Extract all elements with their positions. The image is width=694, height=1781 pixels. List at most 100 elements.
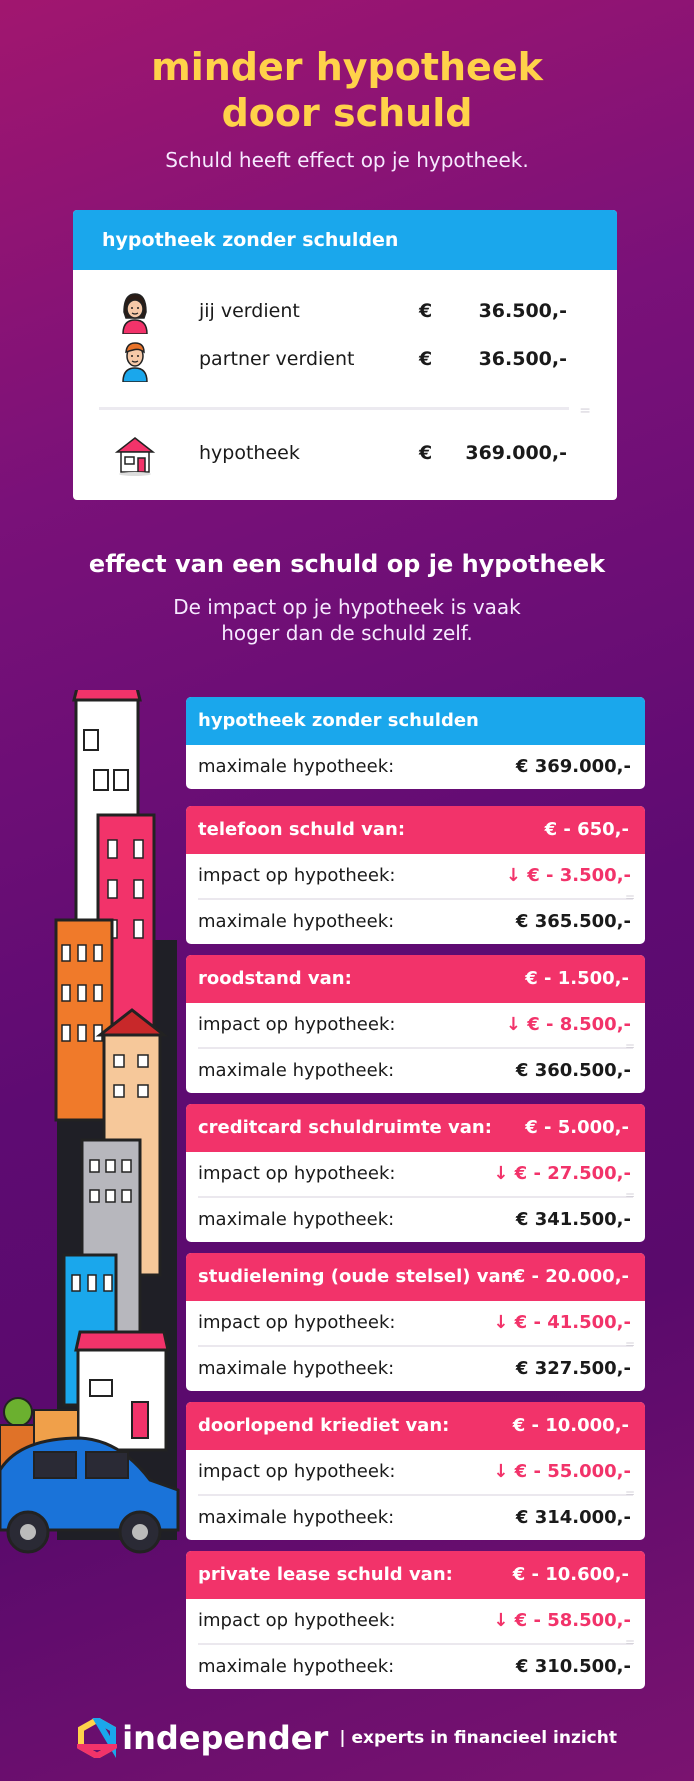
man-icon xyxy=(122,342,148,382)
mortgage-amount: 369.000,- xyxy=(465,442,567,464)
baseline-heading: hypotheek zonder schulden xyxy=(186,697,645,745)
debt-amount: € - 1.500,- xyxy=(525,968,629,989)
impact-label: impact op hypotheek: xyxy=(198,865,396,886)
income-label: jij verdient xyxy=(199,300,300,322)
debt-heading: telefoon schuld van: € - 650,- xyxy=(186,806,645,854)
debt-label: creditcard schuldruimte van: xyxy=(198,1117,492,1138)
impact-row: impact op hypotheek: ↓ € - 8.500,- xyxy=(186,1003,645,1047)
sum-divider: = xyxy=(198,1486,635,1500)
independer-logo-icon xyxy=(77,1718,117,1758)
max-mortgage-label: maximale hypotheek: xyxy=(198,1209,395,1230)
mortgage-label: hypotheek xyxy=(199,442,300,464)
debt-block: private lease schuld van: € - 10.600,- imp… xyxy=(186,1551,645,1689)
sum-divider: = xyxy=(198,1337,635,1351)
max-mortgage-row: maximale hypotheek: € 369.000,- xyxy=(186,745,645,789)
max-mortgage-label: maximale hypotheek: xyxy=(198,911,395,932)
mortgage-row: hypotheek € 369.000,- xyxy=(73,432,617,476)
max-mortgage-value: € 360.500,- xyxy=(515,1060,631,1081)
debt-block: doorlopend kriediet van: € - 10.000,- impa… xyxy=(186,1402,645,1540)
down-arrow-icon: ↓ € xyxy=(505,865,540,886)
impact-label: impact op hypotheek: xyxy=(198,1610,396,1631)
sum-divider: = xyxy=(198,1039,635,1053)
debt-block: roodstand van: € - 1.500,- impact op hypot… xyxy=(186,955,645,1093)
impact-amount: - 58.500,- xyxy=(533,1610,631,1631)
mortgage-without-debt-card: hypotheek zonder schulden jij verdient €… xyxy=(73,210,617,500)
down-arrow-icon: ↓ € xyxy=(493,1461,528,1482)
down-arrow-icon: ↓ € xyxy=(493,1312,528,1333)
max-mortgage-value: € 310.500,- xyxy=(515,1656,631,1677)
sum-divider xyxy=(99,407,569,410)
impact-value: ↓ € - 8.500,- xyxy=(506,1003,631,1047)
impact-amount: - 55.000,- xyxy=(533,1461,631,1482)
sum-divider: = xyxy=(198,890,635,904)
debt-amount: € - 10.000,- xyxy=(512,1415,629,1436)
subheading-line-1: De impact op je hypotheek is vaak xyxy=(173,595,521,619)
debt-label: telefoon schuld van: xyxy=(198,819,406,840)
section-heading: effect van een schuld op je hypotheek xyxy=(88,550,606,578)
sum-divider: = xyxy=(198,1188,635,1202)
debt-block: studielening (oude stelsel) van: € - 20.0… xyxy=(186,1253,645,1391)
debt-heading: creditcard schuldruimte van: € - 5.000,- xyxy=(186,1104,645,1152)
equals-icon: = xyxy=(624,1337,635,1351)
brand-name: independer xyxy=(122,1719,329,1757)
woman-icon xyxy=(122,293,148,334)
debt-label: roodstand van: xyxy=(198,968,352,989)
section-subheading: De impact op je hypotheek is vaak hoger … xyxy=(0,594,694,646)
debt-heading: private lease schuld van: € - 10.600,- xyxy=(186,1551,645,1599)
footer: independer | experts in financieel inzic… xyxy=(0,1718,694,1758)
card-heading: hypotheek zonder schulden xyxy=(73,210,617,270)
city-illustration xyxy=(0,690,180,1554)
impact-amount: - 8.500,- xyxy=(546,1014,631,1035)
equals-icon: = xyxy=(624,1635,635,1649)
impact-value: ↓ € - 55.000,- xyxy=(493,1450,631,1494)
max-mortgage-row: maximale hypotheek: € 365.500,- xyxy=(186,900,645,944)
house-icon xyxy=(114,437,156,476)
impact-value: ↓ € - 27.500,- xyxy=(493,1152,631,1196)
debt-amount: € - 5.000,- xyxy=(525,1117,629,1138)
max-mortgage-label: maximale hypotheek: xyxy=(198,1507,395,1528)
impact-value: ↓ € - 3.500,- xyxy=(506,854,631,898)
impact-row: impact op hypotheek: ↓ € - 41.500,- xyxy=(186,1301,645,1345)
max-mortgage-value: € 314.000,- xyxy=(515,1507,631,1528)
equals-icon: = xyxy=(624,1486,635,1500)
max-mortgage-label: maximale hypotheek: xyxy=(198,1060,395,1081)
max-mortgage-label: maximale hypotheek: xyxy=(198,756,395,777)
debt-heading: doorlopend kriediet van: € - 10.000,- xyxy=(186,1402,645,1450)
sum-divider: = xyxy=(198,1635,635,1649)
impact-label: impact op hypotheek: xyxy=(198,1312,396,1333)
debt-label: doorlopend kriediet van: xyxy=(198,1415,450,1436)
max-mortgage-label: maximale hypotheek: xyxy=(198,1656,395,1677)
income-amount: 36.500,- xyxy=(478,348,567,370)
impact-amount: - 27.500,- xyxy=(533,1163,631,1184)
down-arrow-icon: ↓ € xyxy=(493,1163,528,1184)
impact-label: impact op hypotheek: xyxy=(198,1163,396,1184)
max-mortgage-row: maximale hypotheek: € 360.500,- xyxy=(186,1049,645,1093)
currency-symbol: € xyxy=(419,348,433,370)
debt-block: telefoon schuld van: € - 650,- impact op h… xyxy=(186,806,645,944)
income-label: partner verdient xyxy=(199,348,355,370)
max-mortgage-row: maximale hypotheek: € 327.500,- xyxy=(186,1347,645,1391)
impact-label: impact op hypotheek: xyxy=(198,1014,396,1035)
debt-amount: € - 10.600,- xyxy=(512,1564,629,1585)
income-amount: 36.500,- xyxy=(478,300,567,322)
impact-label: impact op hypotheek: xyxy=(198,1461,396,1482)
impact-row: impact op hypotheek: ↓ € - 55.000,- xyxy=(186,1450,645,1494)
impact-row: impact op hypotheek: ↓ € - 3.500,- xyxy=(186,854,645,898)
title-line-1: minder hypotheek xyxy=(151,45,543,89)
page-subtitle: Schuld heeft effect op je hypotheek. xyxy=(165,148,529,172)
currency-symbol: € xyxy=(419,300,433,322)
baseline-block: hypotheek zonder schulden maximale hypot… xyxy=(186,697,645,789)
title-line-2: door schuld xyxy=(221,91,473,135)
impact-amount: - 41.500,- xyxy=(533,1312,631,1333)
max-mortgage-row: maximale hypotheek: € 310.500,- xyxy=(186,1645,645,1689)
max-mortgage-row: maximale hypotheek: € 314.000,- xyxy=(186,1496,645,1540)
impact-amount: - 3.500,- xyxy=(546,865,631,886)
impact-value: ↓ € - 58.500,- xyxy=(493,1599,631,1643)
impact-row: impact op hypotheek: ↓ € - 58.500,- xyxy=(186,1599,645,1643)
currency-symbol: € xyxy=(419,442,433,464)
down-arrow-icon: ↓ € xyxy=(493,1610,528,1631)
equals-icon: = xyxy=(624,1188,635,1202)
max-mortgage-value: € 365.500,- xyxy=(515,911,631,932)
equals-icon: = xyxy=(624,1039,635,1053)
income-row-self: jij verdient € 36.500,- xyxy=(73,290,617,334)
